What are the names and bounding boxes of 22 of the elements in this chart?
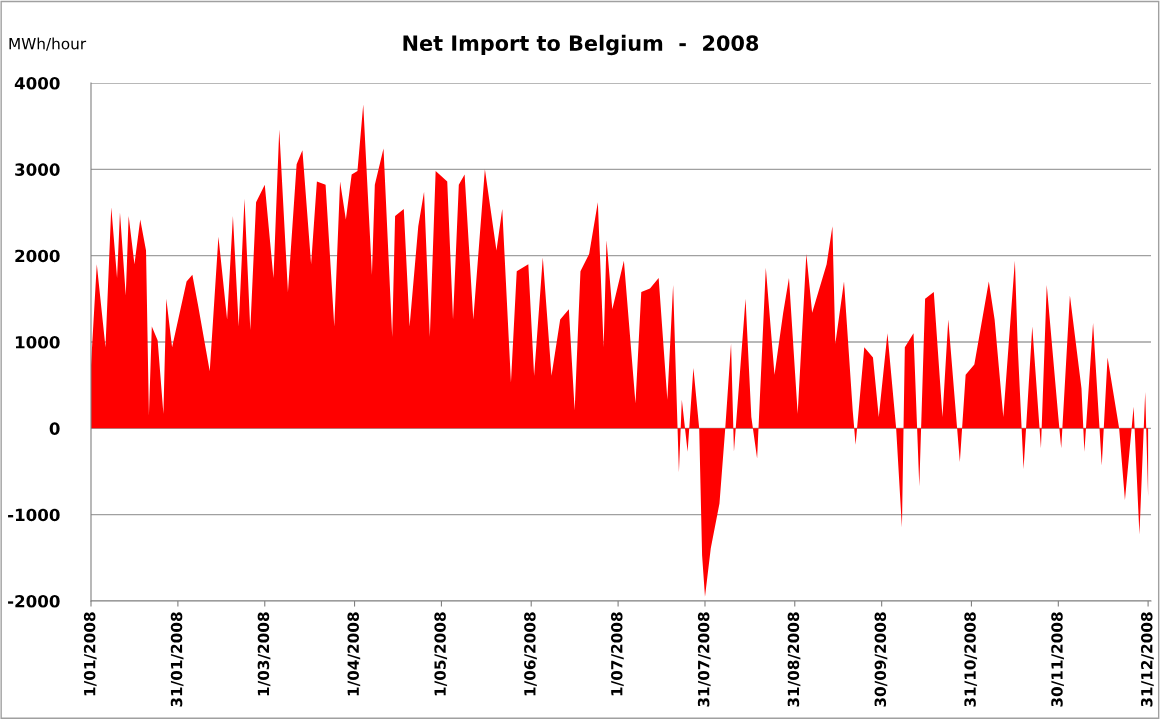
x-tick-label: 1/05/2008	[434, 612, 448, 696]
x-tick-label: 31/10/2008	[964, 612, 978, 707]
y-axis-title: MWh/hour	[9, 37, 87, 51]
x-tick-label: 31/07/2008	[697, 612, 711, 707]
x-tick-label: 1/03/2008	[257, 612, 271, 696]
x-tick-label: 30/09/2008	[874, 612, 888, 707]
y-tick-label: 0	[49, 422, 60, 435]
x-tick-label: 30/11/2008	[1051, 612, 1064, 707]
chart-title: Net Import to Belgium - 2008	[403, 34, 759, 56]
y-tick-label: 3000	[15, 163, 60, 176]
y-tick-label: -2000	[8, 594, 60, 608]
y-tick-label: 4000	[14, 76, 60, 90]
y-tick-label: 1000	[15, 335, 60, 349]
x-tick-label: 31/08/2008	[787, 612, 801, 707]
y-tick-label: -1000	[8, 508, 60, 522]
x-tick-label: 1/06/2008	[524, 612, 537, 696]
y-tick-label: 2000	[15, 249, 60, 263]
x-tick-label: 1/07/2008	[610, 612, 624, 696]
x-tick-label: 31/12/2008	[1140, 612, 1154, 707]
x-tick-label: 31/01/2008	[170, 612, 184, 707]
x-tick-label: 1/01/2008	[83, 612, 97, 696]
x-tick-label: 1/04/2008	[347, 612, 361, 696]
